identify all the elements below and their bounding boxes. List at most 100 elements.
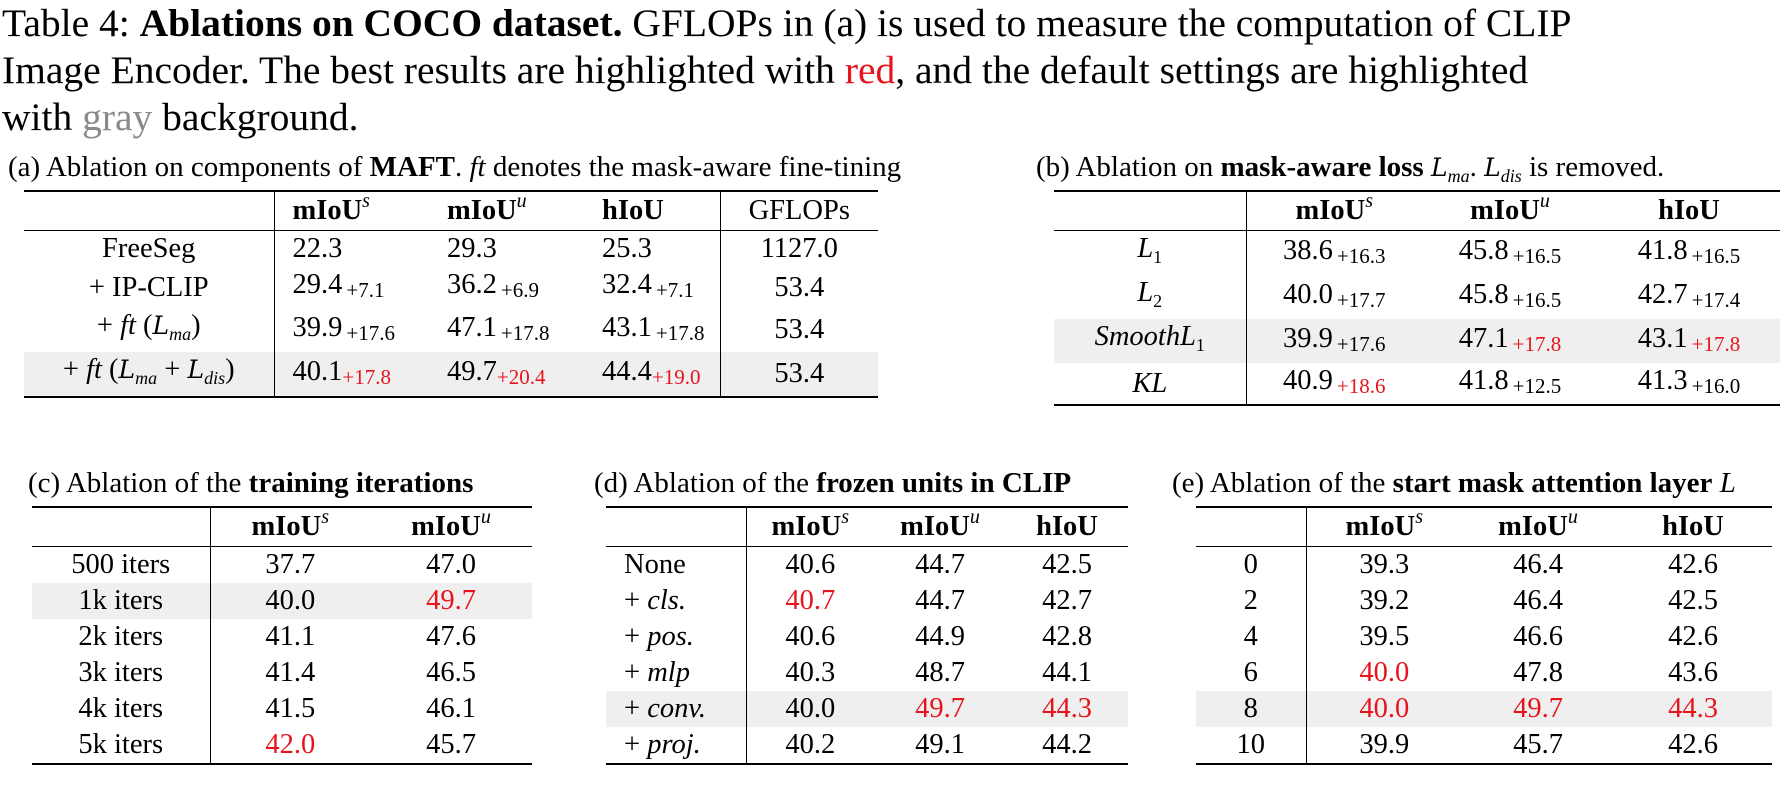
cell-hiou: 44.1 [1042,657,1092,688]
row-name: + IP-CLIP [24,267,275,308]
cell-hiou: 44.2 [1042,729,1092,760]
caption-bold-title: Ablations on COCO dataset. [139,1,623,45]
header-miou-u: mIoUu [1422,191,1598,231]
cell-miou-u: 41.8 +12.5 [1458,365,1562,398]
table-a-caption-bold: MAFT [369,151,455,183]
cell-hiou: 42.7 +17.4 [1637,278,1741,312]
header-miou-u: mIoUu [370,507,532,547]
header-miou-s: mIoUs [210,507,370,547]
cell-hiou: 43.1 +17.8 [602,311,705,345]
table-a-header-row: mIoUs mIoUu hIoU GFLOPs [24,191,878,231]
cell-miou-u: 46.1 [426,693,476,724]
table-row: + pos. 40.6 44.9 42.8 [606,619,1128,655]
cell-miou-s: 39.3 [1359,549,1410,580]
table-d-caption-bold: frozen units in CLIP [816,467,1072,499]
cell-miou-s: 40.6 [785,549,836,580]
cell-miou-u: 46.4 [1513,585,1563,616]
table-row: 6 40.0 47.8 43.6 [1196,655,1772,691]
cell-miou-s: 39.2 [1359,585,1410,616]
header-miou-u: mIoUu [1462,507,1614,547]
cell-miou-s: 38.6 +16.3 [1283,234,1386,268]
header-hiou: hIoU [1598,191,1780,231]
caption-text-3: , and the default settings are highlight… [895,48,1529,92]
row-name: 8 [1196,691,1307,727]
cell-gflops: 53.4 [719,308,878,352]
row-name: L1 [1054,230,1247,275]
table-e-corner [1196,507,1307,547]
cell-miou-s: 39.9 +17.6 [1246,319,1422,363]
table-b-caption-l: L [1430,153,1448,182]
row-name: 2k iters [32,619,211,655]
table-row: 5k iters 42.0 45.7 [32,727,532,764]
table-row: 0 39.3 46.4 42.6 [1196,546,1772,583]
row-name: L2 [1054,275,1247,319]
cell-miou-u: 49.7+20.4 [429,352,584,397]
header-miou-s: mIoUs [746,507,874,547]
table-b-header-row: mIoUs mIoUu hIoU [1054,191,1780,231]
table-row-default: + ft (Lma + Ldis) 40.1+17.8 49.7+20.4 44… [24,352,878,397]
cell-miou-s: 40.2 [785,729,836,760]
cell-hiou: 42.6 [1668,729,1718,760]
row-name: None [606,546,747,583]
table-row: L1 38.6 +16.3 45.8 +16.5 41.8 +16.5 [1054,230,1780,275]
row-name: + ft (Lma + Ldis) [24,352,275,397]
cell-hiou: 42.5 [1668,585,1718,616]
cell-miou-u: 45.8 +16.5 [1458,234,1562,268]
cell-miou-u: 49.7 [874,691,1006,727]
cell-miou-s: 42.0 [265,729,316,760]
row-name: 10 [1196,727,1307,764]
row-name: 0 [1196,546,1307,583]
row-name: 3k iters [32,655,211,691]
table-d-caption-pre: (d) Ablation of the [594,467,817,499]
cell-hiou: 41.3 +16.0 [1637,365,1741,398]
table-e-caption-l: L [1719,467,1736,499]
caption-gray-word: gray [82,95,153,139]
table-row-default: SmoothL1 39.9 +17.6 47.1 +17.8 43.1 +17.8 [1054,319,1780,363]
cell-miou-u: 45.7 [1513,729,1563,760]
cell-miou-u: 46.6 [1513,621,1563,652]
cell-miou-s: 37.7 [265,549,316,580]
cell-miou-u: 49.1 [915,729,965,760]
cell-miou-s: 40.0 [210,583,370,619]
table-row-default: 1k iters 40.0 49.7 [32,583,532,619]
cell-hiou: 25.3 [602,233,652,264]
row-name: 6 [1196,655,1307,691]
cell-miou-s: 39.9 [1359,729,1410,760]
cell-hiou: 42.6 [1668,549,1718,580]
table-d-grid: mIoUs mIoUu hIoU None 40.6 44.7 42.5 + cls.… [606,506,1128,765]
table-row: + cls. 40.7 44.7 42.7 [606,583,1128,619]
table-b: (b) Ablation on mask-aware loss Lma. Ldi… [1036,150,1780,406]
table-d-corner [606,507,747,547]
cell-miou-u: 29.3 [447,233,497,264]
cell-miou-u: 45.7 [426,729,476,760]
table-row: 10 39.9 45.7 42.6 [1196,727,1772,764]
caption-text-2: Image Encoder. The best results are high… [2,48,845,92]
table-a: (a) Ablation on components of MAFT. ft d… [8,150,901,398]
table-row-default: 8 40.0 49.7 44.3 [1196,691,1772,727]
table-c-caption: (c) Ablation of the training iterations [28,466,532,506]
row-name: + pos. [606,619,747,655]
cell-miou-u: 47.6 [426,621,476,652]
cell-hiou: 42.8 [1042,621,1092,652]
cell-hiou: 32.4 +7.1 [602,269,694,302]
row-name: 2 [1196,583,1307,619]
row-name: + mlp [606,655,747,691]
table-a-corner [24,191,275,231]
table-e-caption: (e) Ablation of the start mask attention… [1172,466,1772,506]
row-name: 1k iters [32,583,211,619]
header-miou-u: mIoUu [429,191,584,231]
table-a-caption-post: denotes the mask-aware fine-tining [485,151,902,183]
cell-hiou: 44.3 [1006,691,1128,727]
cell-gflops: 53.4 [719,352,878,397]
cell-hiou: 42.5 [1042,549,1092,580]
table-b-caption-dot: . [1469,151,1485,183]
cell-miou-s: 29.4 +7.1 [292,269,385,302]
cell-miou-u: 47.0 [426,549,476,580]
header-miou-s: mIoUs [1306,507,1462,547]
table-row: 4k iters 41.5 46.1 [32,691,532,727]
table-e-grid: mIoUs mIoUu hIoU 0 39.3 46.4 42.6 2 39.2 46.4… [1196,506,1772,765]
table-row: None 40.6 44.7 42.5 [606,546,1128,583]
table-c-corner [32,507,211,547]
row-name: 4 [1196,619,1307,655]
table-c-grid: mIoUs mIoUu 500 iters 37.7 47.0 1k iters 40… [32,506,532,765]
